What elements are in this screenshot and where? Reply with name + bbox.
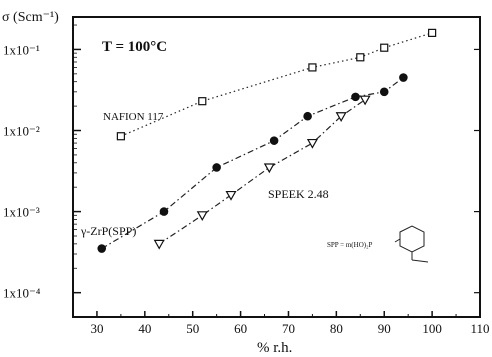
data-point: [198, 97, 207, 106]
data-series: [97, 28, 437, 253]
spp-structure-graphic: [394, 225, 429, 263]
x-tick-label: 110: [470, 321, 489, 336]
y-axis-ticks: 1x10⁻¹ 1x10⁻² 1x10⁻³ 1x10⁻⁴: [3, 24, 480, 301]
data-point: [399, 73, 408, 82]
data-point: [225, 190, 237, 201]
data-point: [263, 163, 275, 174]
y-tick-label: 1x10⁻²: [3, 124, 40, 139]
plot-frame: [72, 16, 481, 318]
data-point: [351, 92, 360, 102]
spp-note: SPP = m(HO)₂P: [327, 241, 373, 249]
x-tick-label: 80: [330, 321, 343, 336]
data-point: [159, 207, 169, 216]
y-tick-label: 1x10⁻³: [3, 205, 40, 220]
data-point: [335, 112, 347, 122]
x-tick-label: 100: [422, 321, 442, 336]
y-tick-label: 1x10⁻⁴: [3, 286, 41, 301]
temperature-annotation: T = 100°C: [102, 39, 167, 55]
data-point: [379, 87, 389, 97]
series-label-speek: SPEEK 2.48: [268, 187, 329, 201]
x-axis-ticks: 30 40 50 60 70 80 90 100 110: [90, 311, 490, 336]
data-point: [356, 53, 365, 62]
x-axis-label: % r.h.: [257, 340, 292, 356]
data-point: [212, 163, 221, 172]
x-tick-label: 40: [138, 321, 151, 336]
series-label-zrp: γ-ZrP(SPP): [80, 224, 136, 238]
data-point: [153, 239, 165, 250]
data-point: [308, 63, 317, 72]
data-point: [97, 244, 107, 253]
data-point: [116, 132, 125, 141]
data-point: [196, 211, 208, 222]
data-point: [359, 95, 371, 106]
x-tick-label: 70: [282, 321, 295, 336]
data-point: [269, 136, 279, 145]
data-point: [428, 28, 437, 37]
series-line-1: [101, 77, 404, 250]
data-point: [306, 138, 318, 149]
series-label-nafion: NAFION 117: [103, 111, 164, 123]
y-axis-label: σ (Scm⁻¹): [2, 10, 59, 25]
x-tick-label: 50: [186, 321, 199, 336]
series-line-2: [158, 99, 366, 245]
data-point: [380, 43, 389, 52]
x-tick-label: 90: [378, 321, 391, 336]
y-tick-label: 1x10⁻¹: [3, 42, 40, 57]
x-tick-label: 30: [90, 321, 103, 336]
data-point: [303, 111, 312, 121]
x-tick-label: 60: [234, 321, 247, 336]
